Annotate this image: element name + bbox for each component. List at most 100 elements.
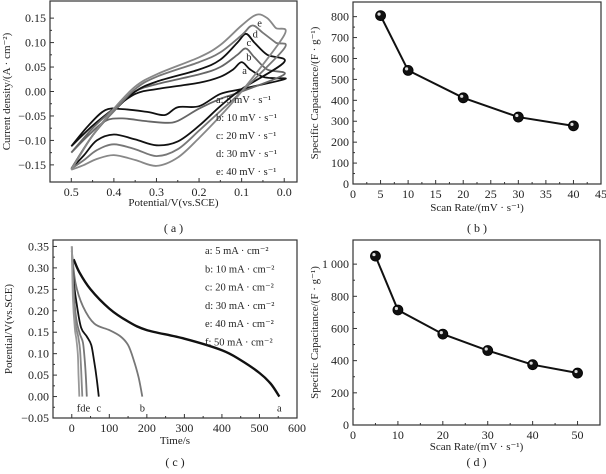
- x-tick-label: 10: [402, 187, 414, 201]
- x-tick-label: 0: [350, 187, 356, 201]
- y-tick-label: 0.05: [25, 60, 46, 74]
- x-tick-label: 40: [567, 187, 579, 201]
- data-point-30: [512, 111, 524, 123]
- y-tick-label: 0.10: [28, 347, 49, 361]
- panel-caption: ( a ): [164, 221, 183, 235]
- y-tick-label: 0.30: [28, 261, 49, 275]
- y-tick-label: 300: [331, 114, 349, 128]
- panel-caption: ( c ): [165, 455, 184, 469]
- curve-label-fde: fde: [77, 403, 91, 414]
- y-tick-label: −0.10: [18, 133, 46, 147]
- data-point-highlight: [377, 12, 381, 16]
- discharge-curve-b: [70, 250, 144, 397]
- x-tick-label: 100: [100, 421, 118, 435]
- panel-c-discharge-curves: 0 100 200 300 400 500 600 −0.05 0.00 0.05 0.10 0.15…: [3, 239, 306, 469]
- y-tick-label: 0.00: [25, 85, 46, 99]
- data-point-50: [572, 367, 583, 379]
- series-line: [374, 255, 578, 375]
- curve-label-a: a: [277, 403, 282, 414]
- data-point-highlight: [405, 67, 409, 71]
- legend-entry-a: a: 5 mA · cm⁻²: [205, 246, 269, 257]
- panel-d-capacitance-vs-scan-rate: 0 10 20 30 40 50 0 200 400 600 800 1 000 Scan Rate/(…: [309, 239, 601, 469]
- x-axis-label: Scan Rate/(mV · s⁻¹): [430, 202, 524, 214]
- y-tick-label: 800: [331, 10, 349, 24]
- x-tick-label: 200: [138, 421, 156, 435]
- x-tick-label: 20: [437, 428, 449, 442]
- legend-entry-e: e: 40 mA · cm⁻²: [205, 319, 274, 330]
- x-tick-label: 40: [527, 428, 539, 442]
- x-tick-label: 30: [482, 428, 494, 442]
- y-tick-label: 0: [343, 177, 349, 191]
- legend-entry-a: a: 5 mV · s⁻¹: [216, 95, 271, 106]
- x-tick-label: 0.5: [64, 185, 79, 199]
- x-tick-label: 400: [213, 421, 231, 435]
- y-tick-label: 0.05: [28, 368, 49, 382]
- y-tick-label: −0.05: [18, 109, 46, 123]
- y-tick-label: 1 000: [322, 257, 349, 271]
- data-point-highlight: [574, 369, 578, 374]
- panel-a-cv-curves: 0.5 0.4 0.3 0.2 0.1 0.0 0.15 0.10 0.05 0.00 −0.05 −…: [1, 0, 298, 235]
- curve-label-a: a: [242, 66, 247, 77]
- x-axis-label: Time/s: [160, 435, 190, 447]
- x-tick-label: 600: [288, 421, 306, 435]
- plot-frame: [52, 239, 298, 419]
- x-tick-label: 300: [175, 421, 193, 435]
- x-tick-label: 35: [540, 187, 552, 201]
- y-tick-label: 100: [331, 156, 349, 170]
- data-point-highlight: [484, 347, 488, 351]
- curve-label-c: c: [96, 403, 101, 414]
- y-tick-label: 200: [331, 386, 349, 400]
- curve-label-b: b: [246, 52, 251, 63]
- data-point-20: [457, 92, 469, 104]
- data-point-20: [437, 328, 449, 340]
- legend-entry-b: b: 10 mV · s⁻¹: [216, 113, 277, 124]
- y-axis-label: Current density/(A · cm⁻²): [1, 32, 13, 150]
- x-tick-label: 0.3: [149, 185, 164, 199]
- panel-b-capacitance-vs-scan-rate: 0 5 10 15 20 25 30 35 40 45 0 100 200 300 400 500 600 700…: [309, 1, 606, 235]
- y-tick-label: 0.15: [25, 11, 46, 25]
- y-tick-label: 0.20: [28, 304, 49, 318]
- legend-entry-c: c: 20 mA · cm⁻²: [205, 283, 274, 294]
- data-point-10: [402, 65, 414, 76]
- discharge-curve-c: [70, 250, 100, 397]
- x-tick-label: 0.4: [106, 185, 121, 199]
- plot-frame: [352, 239, 601, 426]
- curve-label-d: d: [253, 29, 259, 40]
- x-tick-label: 0.0: [277, 185, 292, 199]
- cv-curve-c: [70, 32, 286, 170]
- panel-caption: ( b ): [467, 221, 487, 235]
- cv-curve-e: [70, 13, 287, 171]
- data-point-highlight: [439, 331, 443, 335]
- x-tick-label: 0: [69, 421, 75, 435]
- data-point-highlight: [529, 361, 533, 365]
- legend-entry-c: c: 20 mV · s⁻¹: [216, 131, 276, 142]
- x-tick-label: 20: [457, 187, 469, 201]
- y-tick-label: 800: [331, 289, 349, 303]
- y-tick-label: 0.25: [28, 282, 49, 296]
- legend-entry-b: b: 10 mA · cm⁻²: [205, 264, 274, 275]
- y-axis-label: Specific Capacitance/(F · g⁻¹): [309, 266, 321, 399]
- x-tick-label: 15: [430, 187, 442, 201]
- y-tick-label: 600: [331, 321, 349, 335]
- y-tick-label: 0.35: [28, 239, 49, 253]
- x-tick-label: 500: [250, 421, 268, 435]
- y-tick-label: −0.05: [21, 411, 49, 425]
- data-point-highlight: [460, 94, 464, 98]
- data-point-highlight: [372, 252, 376, 257]
- data-point-40: [527, 359, 539, 371]
- y-tick-label: 700: [331, 31, 349, 45]
- data-point-40: [568, 120, 579, 132]
- plot-frame: [352, 1, 602, 185]
- curve-label-c: c: [247, 38, 252, 49]
- y-tick-label: 500: [331, 72, 349, 86]
- legend-entry-d: d: 30 mV · s⁻¹: [216, 149, 277, 160]
- data-point-highlight: [394, 306, 399, 311]
- y-tick-label: 0.00: [28, 390, 49, 404]
- data-point-10: [392, 304, 404, 316]
- curve-label-e: e: [257, 19, 262, 30]
- data-point-30: [482, 345, 494, 356]
- x-tick-label: 50: [572, 428, 584, 442]
- y-tick-label: 0.10: [25, 36, 46, 50]
- legend-entry-e: e: 40 mV · s⁻¹: [216, 167, 276, 178]
